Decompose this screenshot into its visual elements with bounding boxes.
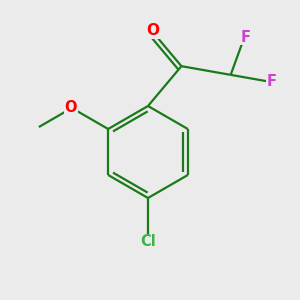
Text: F: F: [267, 74, 277, 89]
Text: F: F: [241, 30, 251, 45]
Text: Cl: Cl: [140, 235, 156, 250]
Text: O: O: [146, 23, 159, 38]
Text: O: O: [64, 100, 77, 116]
